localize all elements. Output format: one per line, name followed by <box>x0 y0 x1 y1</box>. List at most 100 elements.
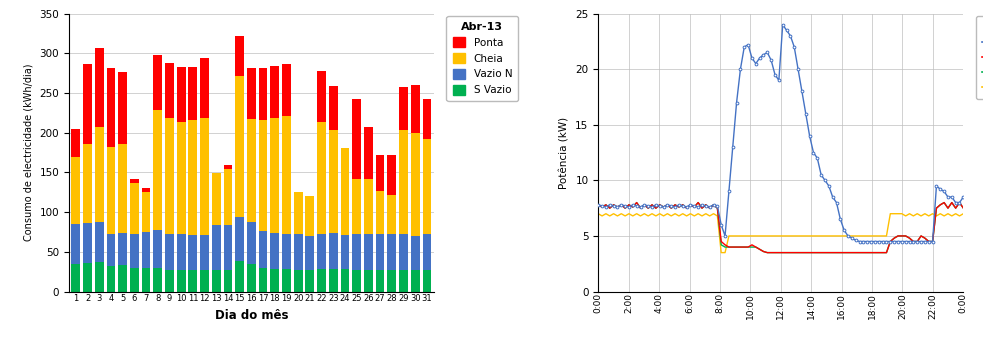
Bar <box>376 155 384 191</box>
Bar <box>84 263 92 292</box>
Bar <box>177 122 186 234</box>
Bar <box>306 236 315 270</box>
Bar <box>212 270 220 292</box>
Bar <box>106 147 115 234</box>
Bar <box>411 85 420 133</box>
Bar <box>189 235 198 270</box>
Bar <box>259 231 267 268</box>
Bar <box>223 165 232 169</box>
Bar <box>399 234 408 270</box>
Bar <box>177 270 186 292</box>
Bar <box>130 268 139 292</box>
Bar <box>118 233 127 264</box>
Bar <box>399 130 408 234</box>
Bar <box>364 234 373 270</box>
Bar <box>153 111 162 230</box>
Bar <box>106 234 115 266</box>
Bar <box>72 129 81 157</box>
Bar <box>318 122 326 234</box>
Bar <box>423 234 432 270</box>
Bar <box>247 264 256 292</box>
Bar <box>153 268 162 292</box>
Bar <box>142 192 150 232</box>
Bar <box>294 270 303 292</box>
Bar <box>72 224 81 264</box>
Bar <box>329 233 338 269</box>
Bar <box>376 191 384 234</box>
Y-axis label: Potência (kW): Potência (kW) <box>559 117 570 188</box>
Legend: Dia útil (21), Sábado (4), Domingo (4), Feriado du (1): Dia útil (21), Sábado (4), Domingo (4), … <box>976 16 983 99</box>
Bar <box>84 64 92 144</box>
Bar <box>318 71 326 122</box>
Bar <box>329 269 338 292</box>
Bar <box>72 264 81 292</box>
Bar <box>352 270 361 292</box>
Bar <box>165 270 174 292</box>
Bar <box>376 270 384 292</box>
Bar <box>235 217 244 261</box>
Bar <box>165 63 174 118</box>
Bar <box>130 179 139 183</box>
Bar <box>130 183 139 234</box>
Bar <box>364 127 373 179</box>
Bar <box>423 99 432 139</box>
Bar <box>142 232 150 268</box>
Bar <box>94 48 103 127</box>
Bar <box>212 225 220 270</box>
Bar <box>399 270 408 292</box>
Bar <box>329 86 338 129</box>
Bar <box>153 55 162 111</box>
Bar <box>189 120 198 235</box>
Bar <box>294 234 303 270</box>
Legend: Ponta, Cheia, Vazio N, S Vazio: Ponta, Cheia, Vazio N, S Vazio <box>446 16 518 101</box>
Bar <box>165 234 174 270</box>
Bar <box>270 118 279 233</box>
Bar <box>247 67 256 119</box>
Bar <box>294 192 303 234</box>
Bar <box>270 269 279 292</box>
Bar <box>118 144 127 233</box>
Bar <box>201 58 209 118</box>
Bar <box>423 139 432 234</box>
Bar <box>118 264 127 292</box>
Bar <box>282 234 291 269</box>
Bar <box>153 230 162 268</box>
Bar <box>201 118 209 235</box>
Bar <box>118 72 127 144</box>
Bar <box>259 120 267 231</box>
Bar <box>106 266 115 292</box>
Bar <box>212 173 220 225</box>
Bar <box>270 233 279 269</box>
Bar <box>306 270 315 292</box>
Bar <box>352 99 361 179</box>
Bar <box>189 67 198 120</box>
Bar <box>142 188 150 192</box>
Bar <box>94 127 103 222</box>
Bar <box>201 235 209 270</box>
Bar <box>177 234 186 270</box>
Bar <box>94 262 103 292</box>
Bar <box>177 67 186 122</box>
Bar <box>318 234 326 269</box>
Bar <box>411 133 420 236</box>
Bar <box>282 116 291 234</box>
Bar <box>399 87 408 130</box>
Y-axis label: Consumo de electricidade (kWh/dia): Consumo de electricidade (kWh/dia) <box>24 64 33 241</box>
Bar <box>352 234 361 270</box>
Bar <box>411 236 420 270</box>
Bar <box>142 268 150 292</box>
Bar <box>282 64 291 116</box>
Bar <box>364 270 373 292</box>
Bar <box>223 270 232 292</box>
Bar <box>235 261 244 292</box>
Bar <box>387 195 396 234</box>
Bar <box>387 270 396 292</box>
Bar <box>411 270 420 292</box>
Bar <box>387 234 396 270</box>
Bar <box>106 67 115 147</box>
Bar <box>364 179 373 234</box>
Bar <box>306 196 315 236</box>
Bar <box>340 148 349 235</box>
Bar <box>235 76 244 217</box>
Bar <box>423 270 432 292</box>
